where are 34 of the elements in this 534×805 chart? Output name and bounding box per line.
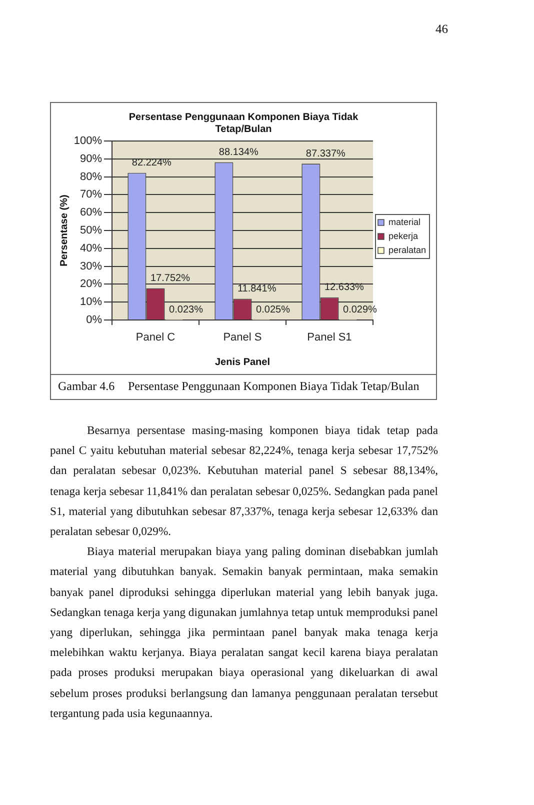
x-tick-label: Panel S — [223, 332, 262, 344]
y-axis-title: Persentase (%) — [58, 194, 70, 266]
x-tick-label: Panel C — [136, 332, 176, 344]
y-tick-label: 80% — [80, 170, 102, 183]
legend-label: peralatan — [388, 244, 426, 255]
y-tick-label: 20% — [80, 278, 102, 290]
y-tick-label: 60% — [80, 206, 102, 219]
y-tick-label: 30% — [80, 260, 102, 272]
x-tick-label: Panel S1 — [307, 332, 352, 344]
data-label: 11.841% — [237, 284, 276, 295]
data-label: 87.337% — [306, 148, 346, 160]
data-label: 88.134% — [218, 146, 259, 158]
y-tick-label: 0% — [86, 314, 102, 326]
data-label: 12.633% — [324, 282, 364, 294]
y-tick-label: 50% — [80, 224, 102, 237]
text: Besarnya persentase masing-masing komponen biaya tidak tetap pada panel C yaitu kebutuhan material sebesar 82,224%, tenaga kerja sebesar 17,752% dan peralatan sebesar 0,023%. Kebutuhan material panel S sebesar 88,134%, tenaga kerja sebesar 11,841% dan peralatan sebesar 0,025%. Sedangkan pada panel S1, material yang dibutuhkan sebesar 87,337%, tenaga kerja sebesar 12,633% dan peralatan sebesar 0,029%. — [50, 423, 438, 540]
y-tick-label: 40% — [80, 242, 102, 254]
y-tick-label: 90% — [80, 152, 102, 165]
text: Gambar 4.6 — [58, 379, 115, 394]
chart-title: Persentase Penggunaan Komponen Biaya Tidak Tetap/Bulan — [128, 112, 359, 135]
data-label: 0.029% — [343, 304, 378, 316]
data-label: 17.752% — [150, 272, 190, 284]
text: Persentase Penggunaan Komponen Biaya Tidak Tetap/Bulan — [128, 379, 420, 394]
text: 46 — [434, 22, 448, 37]
legend-label: material — [388, 216, 420, 227]
y-tick-label: 100% — [74, 135, 102, 148]
y-tick-label: 10% — [80, 296, 102, 308]
data-label: 0.025% — [256, 304, 290, 316]
data-label: 0.023% — [169, 304, 204, 316]
data-label: 82.224% — [132, 158, 172, 169]
legend-label: pekerja — [388, 230, 418, 241]
y-tick-label: 70% — [80, 188, 102, 201]
text: Biaya material merupakan biaya yang paling dominan disebabkan jumlah material yang dibutuhkan banyak. Semakin banyak permintaan, maka semakin banyak panel diproduksi sehingga diperlukan material yang lebih banyak juga. Sedangkan tenaga kerja yang digunakan jumlahnya tetap untuk memproduksi panel yang diperlukan, sehingga jika permintaan panel banyak maka tenaga kerja melebihkan waktu kerjanya. Biaya peralatan sangat kecil karena biaya peralatan pada proses produksi merupakan biaya operasional yang dikeluarkan di awal sebelum proses produksi berlangsung dan lamanya penggunaan peralatan tersebut tergantung pada usia kegunaannya. — [50, 545, 438, 720]
x-axis-title: Jenis Panel — [214, 356, 270, 368]
